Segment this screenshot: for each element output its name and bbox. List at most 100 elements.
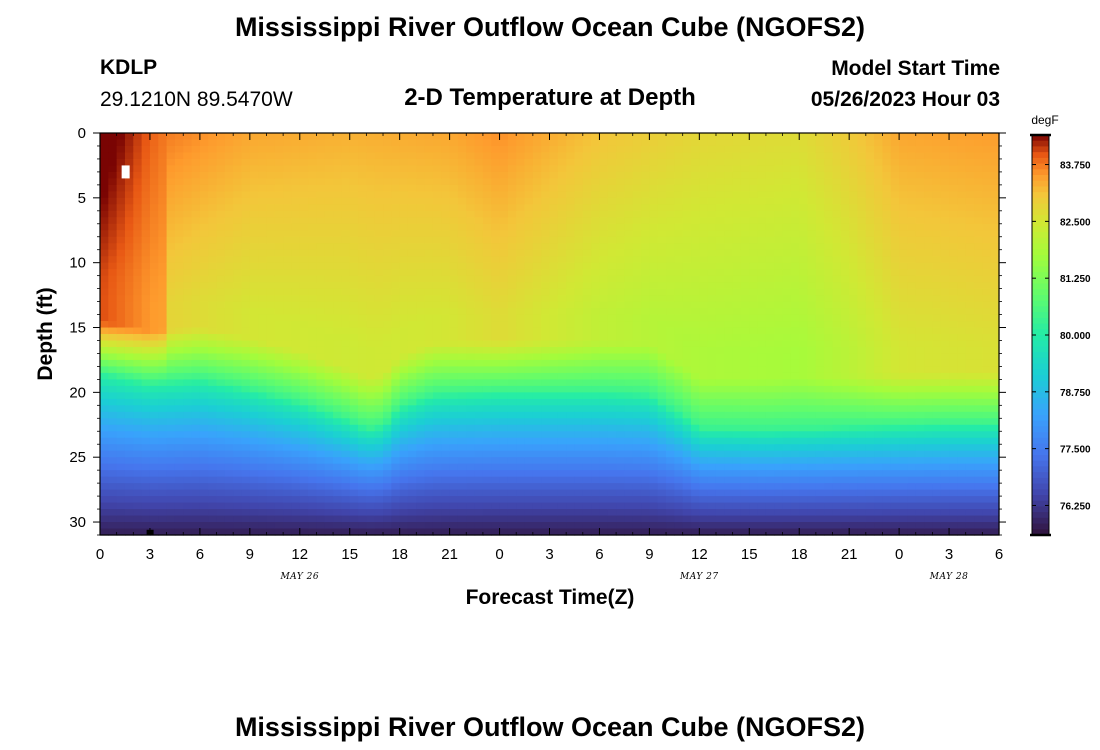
heatmap-cell	[308, 515, 318, 523]
heatmap-cell	[557, 502, 567, 510]
heatmap-cell	[424, 515, 434, 523]
heatmap-cell	[715, 152, 725, 160]
heatmap-cell	[607, 450, 617, 458]
heatmap-cell	[374, 236, 384, 244]
heatmap-cell	[740, 359, 750, 368]
heatmap-cell	[466, 139, 476, 147]
heatmap-cell	[174, 359, 184, 368]
heatmap-cell	[482, 158, 492, 167]
heatmap-cell	[124, 236, 134, 244]
heatmap-cell	[249, 359, 259, 368]
heatmap-cell	[241, 522, 251, 530]
heatmap-cell	[740, 204, 750, 212]
heatmap-cell	[316, 275, 326, 283]
heatmap-cell	[657, 483, 667, 491]
heatmap-cell	[624, 431, 634, 439]
heatmap-cell	[624, 184, 634, 192]
heatmap-cell	[432, 379, 442, 387]
heatmap-cell	[333, 269, 342, 277]
heatmap-cell	[715, 522, 725, 530]
heatmap-cell	[657, 249, 667, 257]
heatmap-cell	[516, 334, 526, 342]
heatmap-cell	[666, 301, 675, 309]
heatmap-cell	[641, 470, 650, 478]
heatmap-cell	[266, 418, 276, 426]
heatmap-cell	[516, 152, 526, 160]
heatmap-cell	[308, 483, 318, 491]
heatmap-cell	[374, 392, 384, 400]
heatmap-cell	[632, 405, 642, 413]
heatmap-cell	[607, 288, 617, 296]
heatmap-cell	[183, 145, 193, 154]
heatmap-cell	[100, 476, 109, 484]
heatmap-cell	[216, 379, 226, 387]
heatmap-cell	[308, 340, 318, 348]
heatmap-cell	[449, 256, 459, 264]
heatmap-cell	[133, 411, 143, 419]
heatmap-cell	[208, 301, 218, 309]
heatmap-cell	[666, 502, 675, 510]
heatmap-cell	[358, 437, 367, 445]
heatmap-cell	[274, 145, 284, 154]
heatmap-cell	[532, 334, 542, 342]
heatmap-cell	[482, 139, 492, 147]
heatmap-cell	[582, 275, 592, 283]
heatmap-cell	[208, 197, 218, 205]
heatmap-cell	[141, 496, 151, 504]
heatmap-cell	[149, 411, 159, 419]
heatmap-cell	[208, 139, 218, 147]
heatmap-cell	[116, 424, 126, 432]
heatmap-cell	[416, 424, 426, 432]
heatmap-cell	[283, 496, 293, 504]
heatmap-cell	[366, 353, 376, 361]
heatmap-cell	[166, 308, 176, 316]
heatmap-cell	[407, 204, 417, 212]
heatmap-cell	[591, 295, 601, 303]
heatmap-cell	[324, 204, 334, 212]
heatmap-cell	[333, 470, 342, 478]
heatmap-cell	[466, 275, 476, 283]
heatmap-cell	[657, 243, 667, 251]
heatmap-cell	[191, 275, 201, 283]
heatmap-cell	[649, 243, 659, 251]
heatmap-cell	[366, 230, 376, 238]
heatmap-cell	[291, 385, 301, 393]
heatmap-cell	[449, 476, 459, 484]
heatmap-cell	[499, 133, 509, 141]
heatmap-cell	[582, 295, 592, 303]
heatmap-cell	[441, 139, 451, 147]
heatmap-cell	[715, 191, 725, 199]
heatmap-cell	[141, 450, 151, 458]
heatmap-cell	[591, 236, 601, 244]
heatmap-cell	[283, 366, 293, 374]
heatmap-cell	[499, 515, 509, 523]
heatmap-cell	[765, 288, 775, 296]
heatmap-cell	[432, 288, 442, 296]
heatmap-cell	[691, 139, 700, 147]
heatmap-cell	[582, 502, 592, 510]
heatmap-cell	[383, 171, 392, 179]
heatmap-cell	[349, 372, 359, 380]
heatmap-cell	[191, 483, 201, 491]
heatmap-cell	[108, 191, 118, 199]
heatmap-cell	[166, 346, 176, 355]
heatmap-cell	[333, 249, 342, 257]
heatmap-cell	[358, 522, 367, 530]
heatmap-cell	[607, 321, 617, 329]
heatmap-cell	[216, 340, 226, 348]
heatmap-cell	[324, 528, 334, 536]
heatmap-cell	[499, 346, 509, 355]
heatmap-cell	[574, 340, 584, 348]
heatmap-cell	[266, 457, 276, 465]
heatmap-cell	[524, 288, 534, 296]
heatmap-cell	[765, 223, 775, 231]
heatmap-cell	[691, 152, 700, 160]
heatmap-cell	[516, 528, 526, 536]
heatmap-cell	[100, 392, 109, 400]
heatmap-cell	[141, 236, 151, 244]
heatmap-cell	[108, 262, 118, 270]
heatmap-cell	[641, 178, 650, 186]
heatmap-cell	[316, 379, 326, 387]
heatmap-cell	[516, 145, 526, 154]
heatmap-cell	[374, 184, 384, 192]
